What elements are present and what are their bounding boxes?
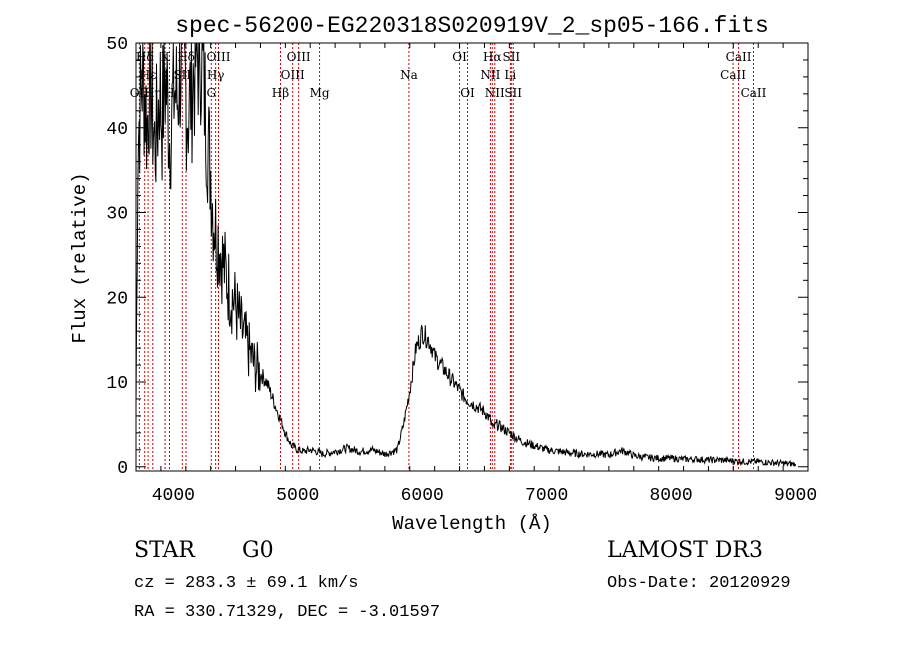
marker-label-20: NII [485,86,505,100]
x-axis: 4000 5000 6000 7000 8000 9000 [135,43,817,506]
marker-label-4: K [161,50,171,64]
x-tick-label: 6000 [401,486,444,506]
y-tick-label: 0 [117,459,128,479]
x-tick-label: 8000 [650,486,693,506]
x-tick-label: 7000 [525,486,568,506]
chart-title: spec-56200-EG220318S020919V_2_sp05-166.f… [175,13,769,39]
y-tick-label: 20 [106,289,128,309]
marker-label-18: NII [480,68,500,82]
y-axis: 0 10 20 30 40 50 [106,35,808,479]
marker-label-26: CaII [741,86,767,100]
marker-label-23: SII [504,86,522,100]
marker-label-24: CaII [720,68,746,82]
marker-label-17: OI [460,86,475,100]
marker-label-19: Hα [483,50,502,64]
y-tick-label: 10 [106,374,128,394]
y-tick-label: 50 [106,35,128,55]
marker-label-8: G [206,86,216,100]
coordinates: RA = 330.71329, DEC = -3.01597 [134,603,441,622]
x-tick-label: 5000 [276,486,319,506]
marker-label-16: OI [452,50,467,64]
obs-date: Obs-Date: 20120929 [607,574,791,593]
x-tick-label: 4000 [152,486,195,506]
marker-label-6: SII [173,68,191,82]
marker-label-22: Li [504,68,516,82]
survey-name: LAMOST DR3 [607,538,763,563]
marker-label-5: H [164,86,174,100]
object-subclass: G0 [242,538,274,563]
marker-label-21: SII [502,50,520,64]
redshift-cz: cz = 283.3 ± 69.1 km/s [134,574,359,593]
marker-label-9: OIII [206,50,230,64]
y-tick-label: 40 [106,120,128,140]
y-axis-label: Flux (relative) [69,172,91,343]
x-tick-label: 9000 [774,486,817,506]
x-axis-label: Wavelength (Å) [392,513,552,535]
marker-label-25: CaII [726,50,752,64]
marker-label-12: OIII [281,68,305,82]
marker-label-14: Mg [310,86,330,100]
y-tick-label: 30 [106,205,128,225]
marker-label-15: Na [400,68,418,82]
emission-line-labels: OIIHδHεHηKHSIIHδGOIIIHγHβOIIIOIIIMgNaOIO… [130,50,767,100]
marker-label-1: Hδ [136,50,154,64]
marker-label-11: Hβ [272,86,289,100]
marker-label-10: Hγ [207,68,225,82]
flux-series-line [135,42,797,468]
marker-label-13: OIII [287,50,311,64]
emission-line-markers [138,43,754,471]
plot-frame [135,42,809,472]
object-class: STAR [134,538,195,563]
